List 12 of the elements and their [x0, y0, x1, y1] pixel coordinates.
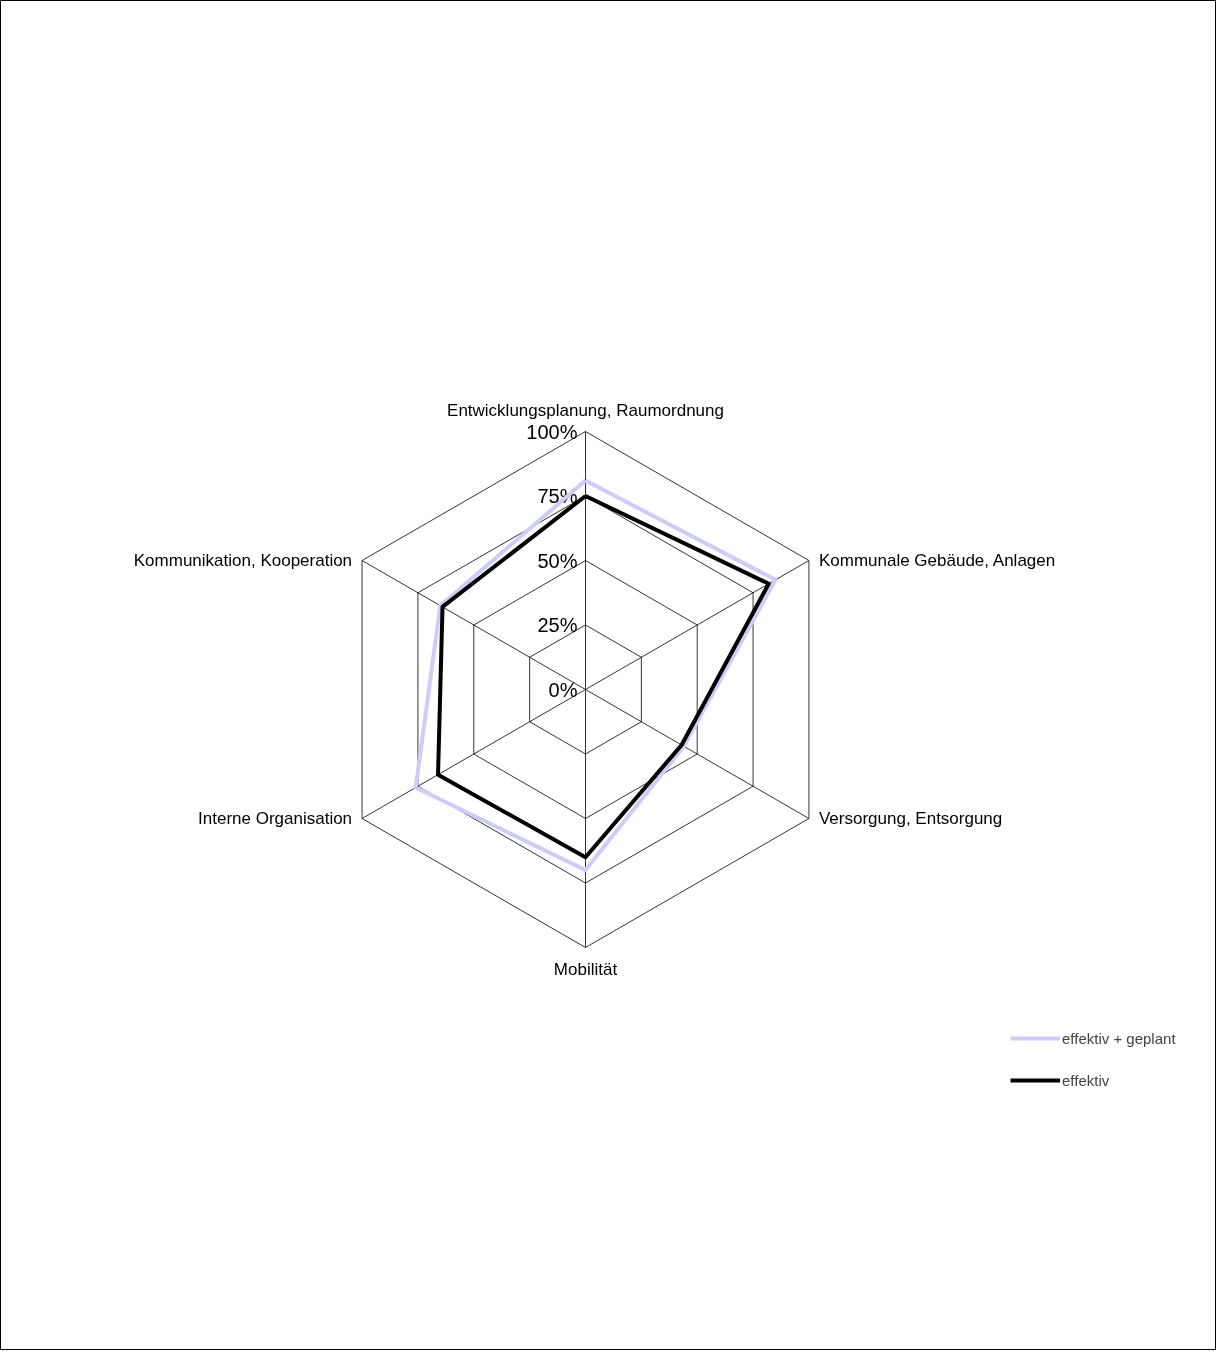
- spoke-label: Versorgung, Entsorgung: [818, 809, 1003, 828]
- y-tick-label: 0%: [548, 678, 578, 701]
- spoke-label: Entwicklungsplanung, Raumordnung: [447, 400, 724, 420]
- spoke-label: Mobilität: [553, 959, 618, 979]
- legend-label: effektiv + geplant: [1062, 1029, 1176, 1047]
- spoke-label: Kommunale Gebäude, Anlagen: [818, 551, 1056, 570]
- y-tick-label: 25%: [537, 614, 578, 636]
- legend-label: effektiv: [1062, 1071, 1110, 1089]
- y-tick-label: 100%: [526, 420, 578, 443]
- y-tick-label: 50%: [537, 549, 578, 572]
- spoke-label: Interne Organisation: [198, 809, 353, 828]
- spoke-label: Kommunikation, Kooperation: [133, 551, 353, 570]
